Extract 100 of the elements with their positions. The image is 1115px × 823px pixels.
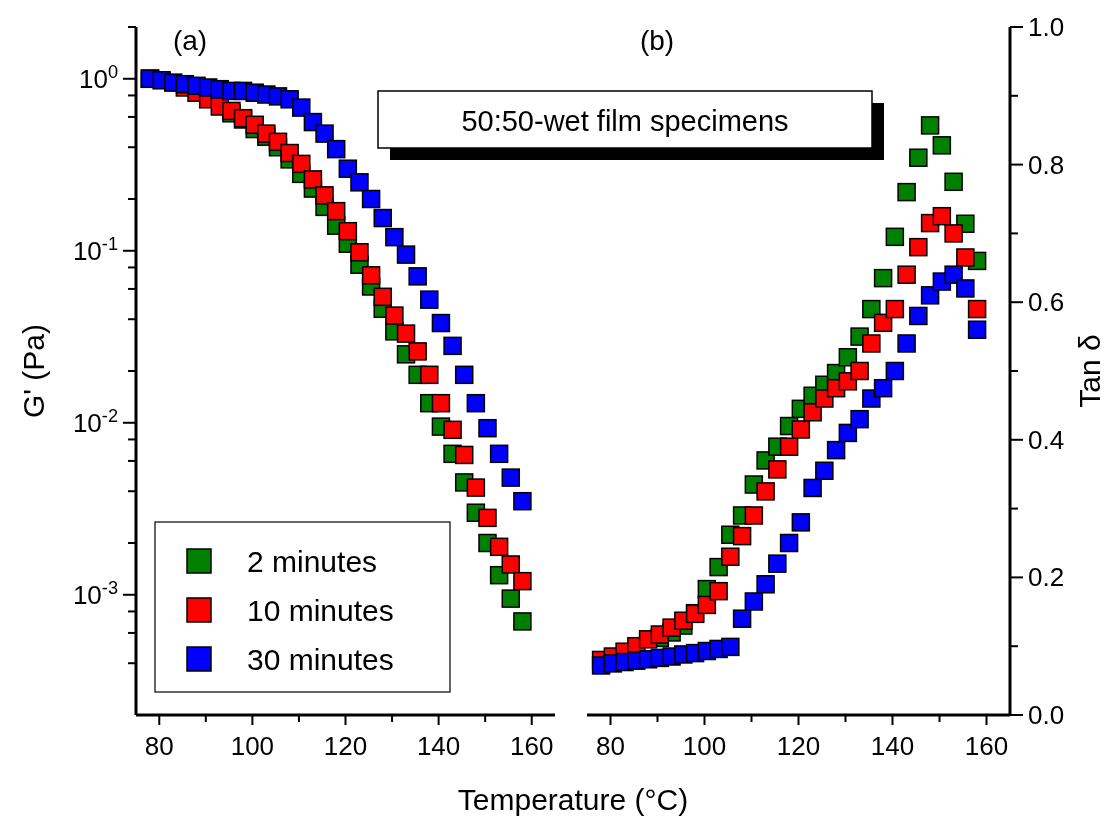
point <box>920 286 940 305</box>
y2-tick-label: 1.0 <box>1028 12 1065 42</box>
point <box>897 182 916 202</box>
point <box>420 290 439 309</box>
point <box>489 537 509 557</box>
x-tick-label: 160 <box>510 731 554 761</box>
x-tick-label: 80 <box>596 731 625 761</box>
point <box>909 306 928 326</box>
point <box>408 267 427 286</box>
chart-title: (b) <box>639 25 675 56</box>
point <box>466 478 486 497</box>
point <box>501 468 521 487</box>
point <box>454 365 474 385</box>
point <box>721 547 740 567</box>
point <box>315 124 334 143</box>
point <box>466 393 486 413</box>
point <box>513 491 532 511</box>
point <box>292 154 311 174</box>
point <box>326 139 346 159</box>
point <box>721 637 740 657</box>
annotation: 50:50-wet film specimens <box>461 105 789 137</box>
point <box>513 571 532 591</box>
point <box>897 334 916 353</box>
point <box>956 248 975 267</box>
y-tick-label: 10$^{-2}$ <box>72 405 118 438</box>
chart-title: (a) <box>172 25 208 56</box>
point <box>944 265 963 284</box>
point <box>373 208 392 228</box>
point <box>932 136 952 155</box>
point <box>768 460 787 479</box>
point <box>489 444 509 464</box>
point <box>862 334 881 353</box>
x-tick-label: 140 <box>416 731 461 761</box>
point <box>501 555 521 574</box>
y-tick-label: 10$^{-3}$ <box>72 577 118 610</box>
x-tick-label: 100 <box>682 731 727 761</box>
x-tick-label: 120 <box>323 731 368 761</box>
point <box>513 612 532 631</box>
point <box>408 342 427 361</box>
point <box>478 508 497 528</box>
point <box>326 201 346 221</box>
point <box>932 206 952 226</box>
point <box>803 403 822 422</box>
x-tick-label: 80 <box>144 731 174 761</box>
y2-tick-label: 0.2 <box>1028 562 1065 593</box>
y-axis-title: G' (Pa) <box>17 323 50 419</box>
point <box>732 526 752 546</box>
point <box>443 336 462 356</box>
x-tick-label: 140 <box>870 731 915 761</box>
point <box>815 461 834 481</box>
point <box>850 409 869 429</box>
point <box>431 393 451 413</box>
point <box>956 279 975 298</box>
point <box>850 361 869 381</box>
point <box>885 361 905 381</box>
point <box>396 245 416 264</box>
x-tick-label: 100 <box>230 731 275 761</box>
point <box>791 420 811 439</box>
point <box>303 170 323 189</box>
y2-axis-title: Tan δ <box>1073 334 1106 408</box>
legend-label: 30 minutes <box>247 643 394 676</box>
point <box>478 418 497 438</box>
y-tick-label: 10$^{-1}$ <box>72 233 118 266</box>
point <box>944 224 963 243</box>
point <box>768 554 787 573</box>
point <box>862 299 881 319</box>
point <box>873 268 893 288</box>
point <box>803 478 822 498</box>
y2-tick-label: 0.6 <box>1028 287 1065 318</box>
point <box>361 266 381 285</box>
point <box>420 365 439 385</box>
point <box>897 265 916 284</box>
point <box>350 173 369 192</box>
point <box>338 159 358 178</box>
point <box>920 116 940 135</box>
point <box>361 189 381 209</box>
point <box>373 287 392 307</box>
point <box>292 98 311 117</box>
point <box>385 306 404 325</box>
point <box>315 186 334 205</box>
point <box>885 299 905 319</box>
x-axis-title: Temperature (°C) <box>457 783 689 816</box>
point <box>431 313 451 333</box>
point <box>744 592 764 611</box>
point <box>756 575 775 594</box>
point <box>967 299 987 319</box>
point <box>385 227 404 247</box>
point <box>873 378 893 398</box>
point <box>909 148 928 167</box>
point <box>338 221 358 241</box>
point <box>967 320 987 339</box>
point <box>454 445 474 465</box>
point <box>826 440 846 460</box>
point <box>709 581 728 601</box>
point <box>396 324 416 343</box>
point <box>501 589 521 608</box>
y2-tick-label: 0.0 <box>1028 700 1065 730</box>
point <box>944 172 963 192</box>
point <box>350 243 369 262</box>
point <box>443 420 462 440</box>
